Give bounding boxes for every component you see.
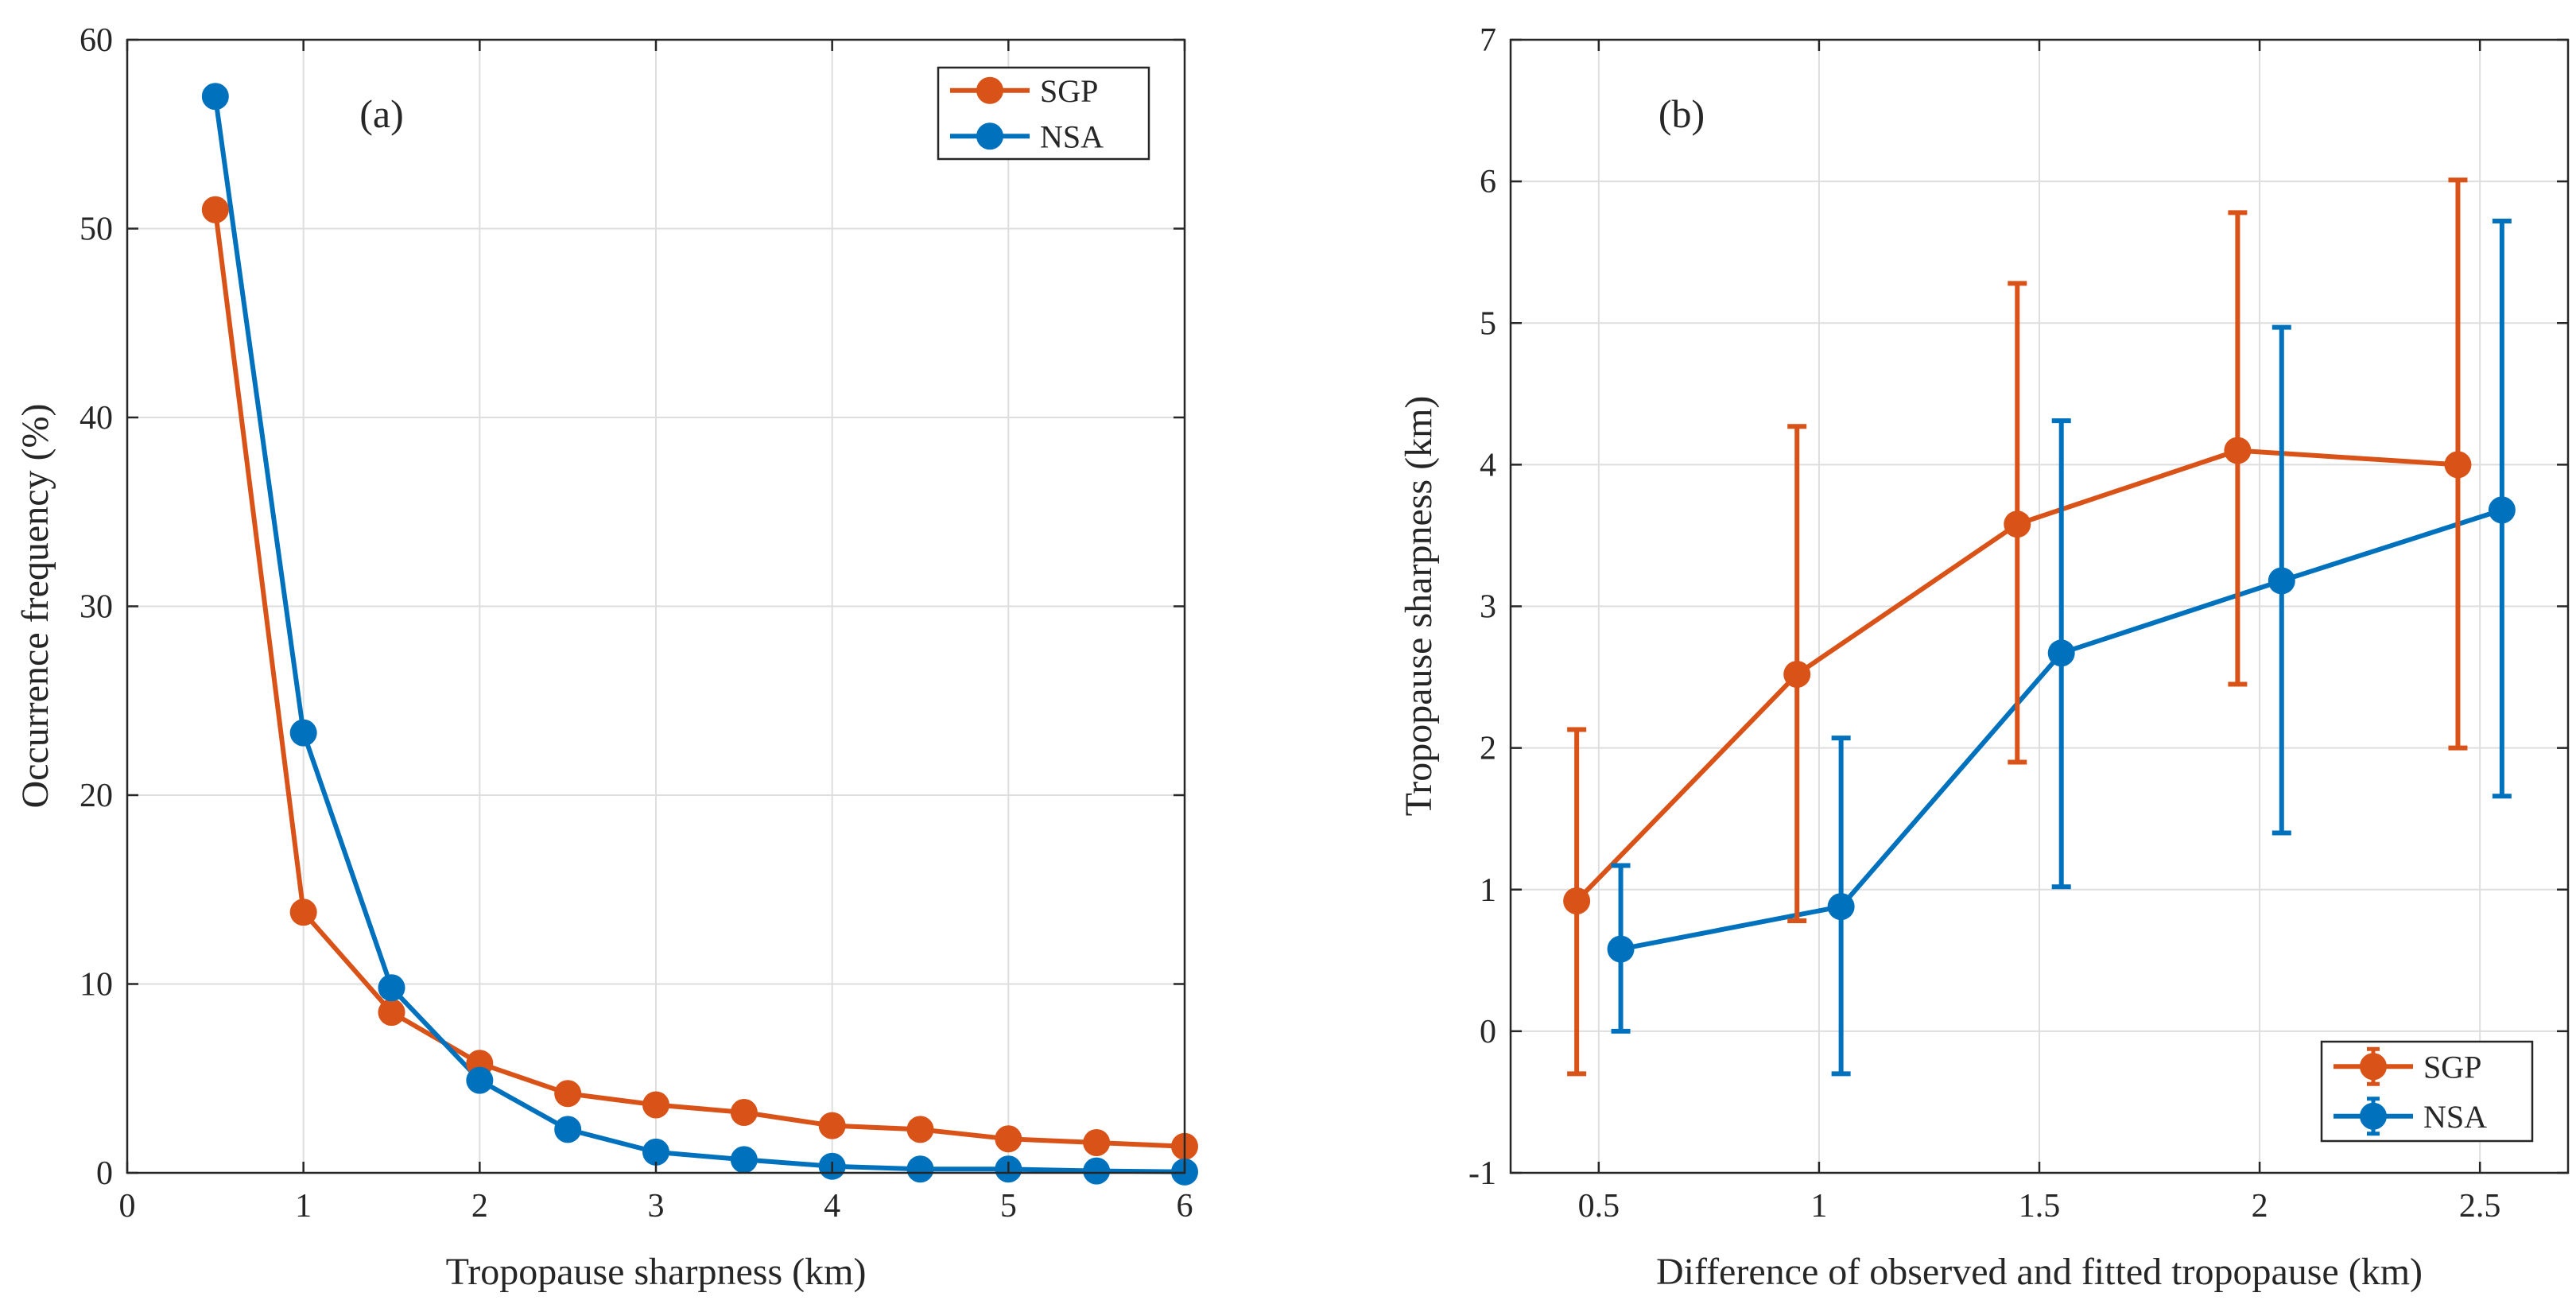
x-tick-label-a: 3: [648, 1188, 665, 1225]
x-axis-label-b: Difference of observed and fitted tropop…: [1656, 1251, 2423, 1293]
legend-label-nsa-b: NSA: [2423, 1099, 2487, 1135]
series-markers-a: [201, 83, 1198, 1186]
y-tick-label-a: 20: [80, 778, 113, 814]
sgp-data-point: [818, 1112, 846, 1139]
y-tick-label-a: 60: [80, 22, 113, 59]
y-tick-label-b: 7: [1480, 22, 1496, 59]
x-tick-label-a: 6: [1177, 1188, 1193, 1225]
sgp-data-point: [642, 1091, 669, 1119]
legend-box-b: [2320, 1040, 2534, 1143]
nsa-data-point: [2047, 639, 2075, 667]
ticks-b: 0.5 1 1.5 2 2.5 -1 0 1 2 3 4 5 6 7: [1468, 22, 2568, 1225]
nsa-data-point: [201, 83, 229, 111]
y-tick-label-b: -1: [1468, 1155, 1496, 1192]
x-tick-label-b: 2.5: [2459, 1188, 2501, 1225]
y-tick-label-a: 10: [80, 967, 113, 1003]
x-tick-label-b: 0.5: [1578, 1188, 1620, 1225]
sgp-data-point: [378, 999, 405, 1027]
y-tick-label-a: 0: [96, 1155, 113, 1192]
nsa-data-point: [2268, 567, 2295, 595]
y-tick-label-b: 1: [1480, 872, 1496, 909]
y-tick-label-a: 50: [80, 212, 113, 248]
y-tick-label-b: 2: [1480, 731, 1496, 767]
x-tick-label-b: 1.5: [2019, 1188, 2061, 1225]
legend-label-sgp-a: SGP: [1040, 73, 1098, 109]
series-lines-a: [212, 95, 1185, 1174]
panel-b-sharpness-vs-difference: 0.5 1 1.5 2 2.5 -1 0 1 2 3 4 5 6 7 (b) Difference of …: [1398, 22, 2570, 1293]
nsa-data-point: [1607, 935, 1635, 963]
nsa-data-point: [642, 1138, 669, 1166]
sgp-series-line-a: [212, 209, 1185, 1149]
x-tick-label-a: 4: [824, 1188, 840, 1225]
y-axis-label-b: Tropopause sharpness (km): [1398, 396, 1440, 817]
x-tick-label-a: 1: [295, 1188, 312, 1225]
y-tick-label-b: 5: [1480, 305, 1496, 342]
nsa-data-point: [1083, 1157, 1111, 1185]
legend-marker-nsa-a: [976, 122, 1003, 150]
y-tick-label-b: 4: [1480, 447, 1496, 483]
sgp-data-point: [906, 1116, 934, 1143]
y-tick-label-a: 30: [80, 589, 113, 626]
sgp-data-point: [554, 1080, 582, 1108]
sgp-data-point: [730, 1099, 758, 1126]
legend-marker-nsa-b: [2360, 1102, 2387, 1130]
sgp-data-point: [1083, 1129, 1111, 1156]
sgp-data-point: [2004, 510, 2031, 538]
nsa-data-point: [730, 1146, 758, 1174]
x-tick-label-b: 1: [1810, 1188, 1827, 1225]
nsa-data-point: [906, 1155, 934, 1183]
sgp-data-point: [1563, 887, 1591, 914]
x-tick-label-a: 5: [1000, 1188, 1017, 1225]
nsa-data-point: [554, 1116, 582, 1143]
sgp-data-point: [289, 899, 317, 926]
nsa-data-point: [2488, 496, 2516, 524]
legend-label-sgp-b: SGP: [2423, 1049, 2481, 1085]
y-tick-label-a: 40: [80, 400, 113, 437]
legend-label-nsa-a: NSA: [1040, 118, 1104, 154]
y-tick-label-b: 0: [1480, 1014, 1496, 1050]
panel-a-label: (a): [359, 91, 404, 136]
sgp-data-point: [1783, 661, 1811, 688]
nsa-data-point: [1827, 893, 1855, 921]
nsa-data-point: [289, 719, 317, 747]
y-axis-label-a: Occurrence frequency (%): [14, 404, 56, 809]
nsa-data-point: [466, 1066, 494, 1094]
x-axis-label-a: Tropopause sharpness (km): [446, 1251, 867, 1293]
series-markers-b: [1563, 437, 2516, 963]
x-tick-label-b: 2: [2252, 1188, 2268, 1225]
panel-b-label: (b): [1658, 91, 1705, 136]
sgp-data-point: [2444, 451, 2472, 479]
x-tick-label-a: 0: [119, 1188, 136, 1225]
x-tick-label-a: 2: [471, 1188, 488, 1225]
y-tick-label-b: 3: [1480, 589, 1496, 626]
y-tick-label-b: 6: [1480, 164, 1496, 200]
sgp-data-point: [995, 1125, 1022, 1153]
legend-a: SGP NSA: [937, 66, 1150, 161]
legend-b: SGP NSA: [2320, 1040, 2534, 1143]
nsa-series-line-a: [212, 95, 1185, 1174]
nsa-data-point: [378, 974, 405, 1002]
legend-marker-sgp-b: [2360, 1053, 2387, 1081]
sgp-data-point: [2224, 437, 2252, 464]
sgp-data-point: [201, 196, 229, 223]
legend-box-a: [937, 66, 1150, 161]
legend-marker-sgp-a: [976, 76, 1003, 104]
